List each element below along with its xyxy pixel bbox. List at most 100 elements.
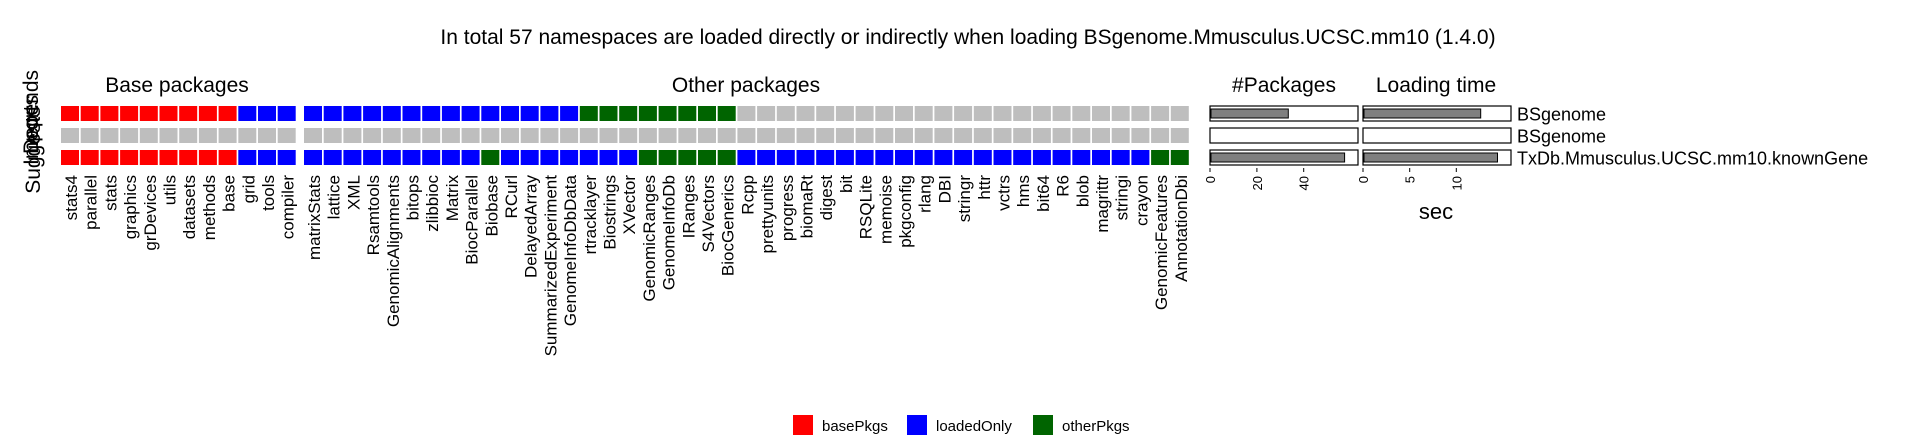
other-cell-bit-suggests xyxy=(835,150,854,165)
package-label-grDevices: grDevices xyxy=(141,175,160,251)
package-label-crayon: crayon xyxy=(1132,175,1151,226)
other-cell-digest-suggests xyxy=(816,150,835,165)
base-cell-stats-imports xyxy=(100,128,119,143)
package-label-prettyunits: prettyunits xyxy=(758,175,777,253)
package-label-grid: grid xyxy=(239,175,258,203)
npackages-bar-panel: 0 20 40 xyxy=(1203,105,1359,190)
other-cell-DelayedArray-suggests xyxy=(520,150,539,165)
other-cell-AnnotationDbi-suggests xyxy=(1170,150,1189,165)
package-label-methods: methods xyxy=(200,175,219,240)
other-cell-vctrs-imports xyxy=(993,128,1012,143)
other-cell-Biostrings-suggests xyxy=(599,150,618,165)
base-cell-utils-suggests xyxy=(159,150,178,165)
other-cell-SummarizedExperiment-imports xyxy=(540,128,559,143)
package-label-XML: XML xyxy=(344,175,363,210)
package-label-GenomeInfoDb: GenomeInfoDb xyxy=(660,175,679,290)
other-cell-IRanges-suggests xyxy=(678,150,697,165)
other-cell-DelayedArray-depends xyxy=(520,106,539,121)
other-cell-Matrix-suggests xyxy=(441,150,460,165)
bar-category-label-0: BSgenome xyxy=(1517,105,1606,125)
base-cell-grid-imports xyxy=(238,128,257,143)
other-cell-RCurl-depends xyxy=(501,106,519,121)
package-label-rlang: rlang xyxy=(916,175,935,213)
loading-time-frame-1 xyxy=(1362,127,1512,144)
other-cell-bitops-suggests xyxy=(402,150,421,165)
other-cell-httr-suggests xyxy=(973,150,992,165)
package-label-Biostrings: Biostrings xyxy=(601,175,620,250)
other-cell-RSQLite-depends xyxy=(855,106,874,121)
package-label-rtracklayer: rtracklayer xyxy=(581,175,600,255)
package-label-AnnotationDbi: AnnotationDbi xyxy=(1172,175,1191,282)
loading-time-axis-label: sec xyxy=(1419,199,1453,224)
package-label-parallel: parallel xyxy=(82,175,101,230)
base-cell-graphics-depends xyxy=(120,106,139,121)
other-cell-DBI-suggests xyxy=(934,150,953,165)
other-cell-BiocGenerics-depends xyxy=(717,106,736,121)
package-label-blob: blob xyxy=(1073,175,1092,207)
base-cell-methods-suggests xyxy=(198,150,217,165)
other-cell-GenomicFeatures-imports xyxy=(1151,128,1170,143)
other-cell-BiocGenerics-imports xyxy=(717,128,736,143)
other-cell-bit-imports xyxy=(835,128,854,143)
other-cell-blob-depends xyxy=(1072,106,1091,121)
other-cell-GenomeInfoDb-suggests xyxy=(658,150,677,165)
other-cell-hms-imports xyxy=(1013,128,1032,143)
package-label-Biobase: Biobase xyxy=(482,175,501,236)
bar-category-label-1: BSgenome xyxy=(1517,127,1606,147)
package-label-GenomicRanges: GenomicRanges xyxy=(640,175,659,302)
other-cell-GenomeInfoDbData-suggests xyxy=(560,150,579,165)
package-label-BiocParallel: BiocParallel xyxy=(463,175,482,265)
package-label-memoise: memoise xyxy=(876,175,895,244)
other-cell-crayon-depends xyxy=(1131,106,1150,121)
other-cell-RSQLite-imports xyxy=(855,128,874,143)
base-cell-graphics-suggests xyxy=(120,150,139,165)
other-cell-GenomicRanges-imports xyxy=(638,128,657,143)
package-label-DelayedArray: DelayedArray xyxy=(522,175,541,278)
other-cell-vctrs-suggests xyxy=(993,150,1012,165)
other-cell-XVector-suggests xyxy=(619,150,638,165)
other-cell-rlang-depends xyxy=(914,106,933,121)
package-label-base: base xyxy=(220,175,239,212)
package-label-GenomeInfoDbData: GenomeInfoDbData xyxy=(561,174,580,326)
other-cell-stringi-suggests xyxy=(1111,150,1130,165)
other-cell-rlang-suggests xyxy=(914,150,933,165)
other-cell-Biostrings-imports xyxy=(599,128,618,143)
other-cell-GenomicFeatures-depends xyxy=(1151,106,1170,121)
other-cell-rtracklayer-imports xyxy=(579,128,598,143)
package-label-zlibbioc: zlibbioc xyxy=(423,175,442,232)
other-cell-BiocParallel-depends xyxy=(461,106,480,121)
other-cell-XML-imports xyxy=(343,128,362,143)
other-cell-SummarizedExperiment-depends xyxy=(540,106,559,121)
other-cell-bit64-imports xyxy=(1032,128,1051,143)
other-cell-XML-depends xyxy=(343,106,362,121)
package-label-tools: tools xyxy=(259,175,278,211)
other-cell-Matrix-depends xyxy=(441,106,460,121)
other-cell-BiocGenerics-suggests xyxy=(717,150,736,165)
loading-time-tick-label-0: 0 xyxy=(1356,176,1371,183)
other-cell-XVector-depends xyxy=(619,106,638,121)
loading-time-bar-panel: 0 5 10BSgenomeBSgenomeTxDb.Mmusculus.UCSC.… xyxy=(1356,105,1868,225)
npackages-bar-2 xyxy=(1210,152,1346,163)
other-cell-lattice-suggests xyxy=(323,150,342,165)
package-label-RSQLite: RSQLite xyxy=(857,175,876,239)
base-cell-utils-depends xyxy=(159,106,178,121)
row-label-suggests: Suggests xyxy=(22,106,45,194)
package-label-biomaRt: biomaRt xyxy=(798,175,817,239)
other-cell-blob-suggests xyxy=(1072,150,1091,165)
base-cell-stats4-suggests xyxy=(61,150,79,165)
package-label-Rcpp: Rcpp xyxy=(738,175,757,215)
other-cell-matrixStats-depends xyxy=(304,106,322,121)
base-cell-grDevices-depends xyxy=(139,106,158,121)
package-label-compiler: compiler xyxy=(279,175,298,240)
other-cell-biomaRt-suggests xyxy=(796,150,815,165)
base-cell-base-imports xyxy=(218,128,237,143)
package-label-matrixStats: matrixStats xyxy=(305,175,324,260)
other-cell-stringr-imports xyxy=(954,128,973,143)
other-cell-biomaRt-imports xyxy=(796,128,815,143)
other-cell-progress-depends xyxy=(776,106,795,121)
package-label-GenomicAlignments: GenomicAlignments xyxy=(384,175,403,327)
other-cell-stringr-depends xyxy=(954,106,973,121)
other-cell-S4Vectors-depends xyxy=(698,106,716,121)
other-cell-digest-imports xyxy=(816,128,835,143)
